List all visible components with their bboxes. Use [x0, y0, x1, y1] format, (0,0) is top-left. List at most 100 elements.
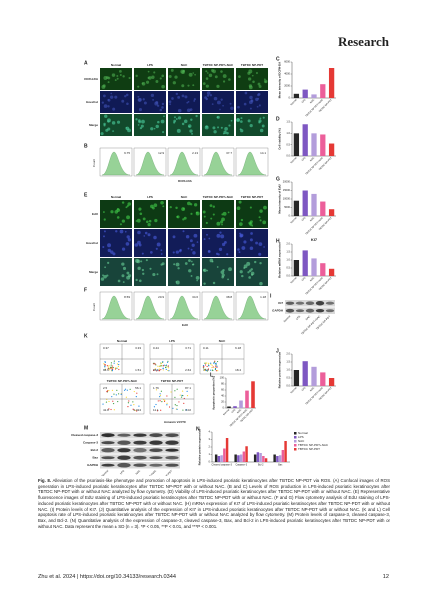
cell [125, 206, 128, 209]
cell [138, 108, 143, 112]
cell [107, 248, 111, 253]
event [170, 391, 172, 393]
plot-title: LPS [169, 339, 175, 343]
cell [219, 108, 221, 111]
cell [155, 247, 158, 250]
event [205, 368, 207, 370]
cell [127, 238, 132, 242]
cell [156, 242, 161, 247]
event [214, 360, 216, 362]
quadrant-value: 11.1 [153, 408, 159, 412]
micrograph [100, 200, 132, 228]
legend-swatch [294, 448, 297, 451]
event [210, 369, 212, 371]
cell [192, 84, 195, 87]
cell [163, 115, 165, 118]
cell [195, 114, 198, 118]
event [162, 365, 165, 367]
cell [122, 266, 127, 271]
event [176, 408, 178, 410]
cell [258, 104, 261, 107]
cell [258, 216, 261, 219]
cell [125, 93, 129, 97]
event [211, 366, 213, 369]
event [135, 396, 137, 398]
bar [293, 93, 300, 98]
event [153, 406, 156, 408]
event [213, 362, 215, 364]
blot-band [101, 463, 115, 467]
cell [153, 127, 156, 130]
cell [115, 230, 118, 233]
cell [216, 233, 221, 238]
cell [176, 128, 181, 133]
event [114, 367, 116, 369]
micrograph [168, 91, 200, 113]
event [159, 365, 161, 367]
cell [104, 114, 108, 118]
cell [141, 252, 144, 255]
cell [187, 247, 190, 250]
cell [243, 240, 247, 244]
y-tick-label: 3 [209, 437, 211, 441]
cell [263, 246, 265, 248]
blot-band [101, 456, 115, 460]
cell [216, 266, 219, 268]
cell [141, 119, 145, 124]
y-axis-label: Relative protein expression [198, 428, 202, 465]
cell [194, 73, 196, 76]
cell [182, 69, 185, 73]
cell [230, 106, 234, 110]
event [206, 370, 208, 372]
cell [142, 272, 145, 275]
cell [140, 260, 143, 263]
quadrant-value: 56.1 [135, 386, 141, 390]
cell [121, 201, 125, 204]
cell [181, 94, 185, 98]
event [172, 407, 174, 409]
cell [255, 71, 258, 75]
bar [302, 361, 308, 386]
cell [226, 131, 229, 135]
panel-letter: A [84, 60, 88, 66]
event [204, 364, 207, 366]
cell [238, 200, 242, 204]
event [110, 366, 112, 368]
blot-band [149, 433, 163, 438]
cell [159, 77, 162, 80]
cell [139, 126, 143, 130]
cell [196, 241, 199, 243]
cell [119, 69, 122, 73]
cell [110, 210, 114, 214]
cell [147, 70, 150, 73]
column-header: NAC [181, 63, 188, 67]
event [168, 406, 171, 408]
y-axis-label: Count [92, 303, 96, 311]
cell [112, 107, 116, 111]
cell [182, 207, 185, 210]
event [162, 369, 164, 371]
event [155, 364, 157, 366]
blot-band [117, 462, 131, 468]
cell [160, 201, 164, 205]
blot-band [165, 448, 179, 452]
bar [264, 458, 268, 462]
cell [210, 217, 213, 220]
cell [136, 259, 141, 264]
x-axis-label: EdU [182, 323, 188, 327]
blot-band [165, 463, 179, 467]
cell [160, 119, 165, 124]
event [215, 370, 218, 372]
bar [225, 438, 229, 462]
cell [228, 267, 232, 272]
event [112, 402, 115, 405]
cell [247, 271, 250, 274]
y-tick-label: 1.5 [286, 250, 290, 254]
cell [202, 82, 206, 85]
cell [207, 72, 209, 74]
y-tick-label: 1.0 [286, 131, 290, 135]
cell [212, 126, 216, 130]
cell [256, 105, 259, 108]
panel-letter: H [276, 238, 280, 244]
